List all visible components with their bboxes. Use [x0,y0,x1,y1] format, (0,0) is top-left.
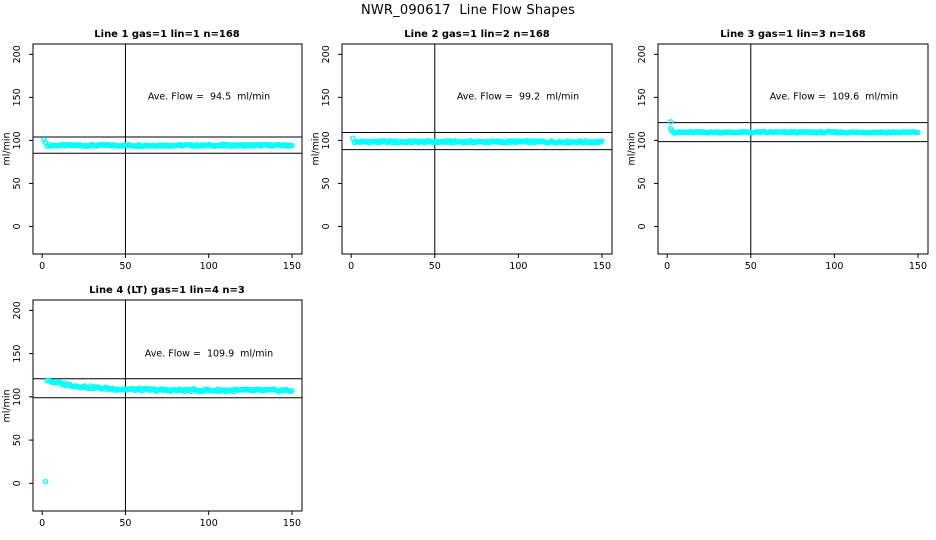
plot-panel-4: 0 50 100 150 0 50 100 150 200 [12,299,303,529]
x-tick-label: 150 [283,518,301,529]
data-point [667,119,674,125]
x-tick-label: 0 [39,518,45,529]
x-tick-label: 50 [429,261,441,272]
data-point [42,139,49,146]
plot-panel-1: 0 50 100 150 0 50 100 150 200 [12,43,303,272]
y-tick-label: 50 [12,434,23,446]
y-tick-label: 100 [321,131,332,149]
y-tick-label: 0 [321,223,332,229]
plot-box [657,43,929,255]
data-point [47,378,54,385]
data-points [42,377,295,485]
y-tick-label: 100 [12,131,23,149]
data-point [350,135,356,141]
x-tick-label: 150 [909,261,927,272]
y-tick-label: 50 [12,177,23,189]
y-tick-label: 200 [637,45,648,63]
y-tick-label: 150 [637,88,648,106]
subplot-title-line-2: Line 2 gas=1 lin=2 n=168 [404,29,550,40]
plot-panel-3: 0 50 100 150 0 50 100 150 200 [637,43,929,272]
subplot-title-line-4: Line 4 (LT) gas=1 lin=4 n=3 [89,285,245,296]
data-point [669,128,675,134]
x-tick-label: 0 [348,261,354,272]
y-tick-label: 100 [12,388,23,406]
subplot-title-line-3: Line 3 gas=1 lin=3 n=168 [720,29,866,40]
x-tick-label: 100 [825,261,843,272]
y-tick-label: 200 [12,45,23,63]
data-point [289,388,295,394]
x-tick-label: 50 [119,518,131,529]
ave-flow-annotation-line-3: Ave. Flow = 109.6 ml/min [769,91,899,103]
y-tick-label: 150 [12,345,23,363]
x-tick-label: 0 [39,261,45,272]
y-tick-label: 0 [637,223,648,229]
x-tick-label: 150 [593,261,611,272]
page-title: NWR_090617 Line Flow Shapes [360,3,576,18]
y-tick-label: 100 [637,131,648,149]
data-point [915,129,921,136]
data-points [667,119,921,136]
x-tick-label: 50 [745,261,757,272]
x-tick-label: 50 [119,261,131,272]
subplot-title-line-1: Line 1 gas=1 lin=1 n=168 [94,29,240,40]
data-point [599,138,605,144]
data-point [42,478,49,485]
x-tick-label: 100 [509,261,527,272]
x-tick-label: 100 [200,261,218,272]
y-tick-label: 150 [321,88,332,106]
ave-flow-annotation-line-4: Ave. Flow = 109.9 ml/min [144,348,274,360]
y-tick-label: 0 [12,223,23,229]
data-points [350,135,605,146]
ave-flow-annotation-line-2: Ave. Flow = 99.2 ml/min [456,91,580,103]
y-tick-label: 0 [12,480,23,486]
y-tick-label: 200 [321,45,332,63]
data-points [41,136,295,150]
x-tick-label: 150 [283,261,301,272]
plot-box [32,43,303,255]
y-tick-label: 150 [12,88,23,106]
y-tick-label: 50 [637,177,648,189]
plot-box [32,299,303,512]
data-point [289,142,295,149]
plot-panel-2: 0 50 100 150 0 50 100 150 200 [321,43,613,272]
ave-flow-annotation-line-1: Ave. Flow = 94.5 ml/min [147,91,271,103]
y-tick-label: 50 [321,177,332,189]
x-tick-label: 0 [664,261,670,272]
y-tick-label: 200 [12,301,23,319]
x-tick-label: 100 [200,518,218,529]
plot-box [341,43,613,255]
